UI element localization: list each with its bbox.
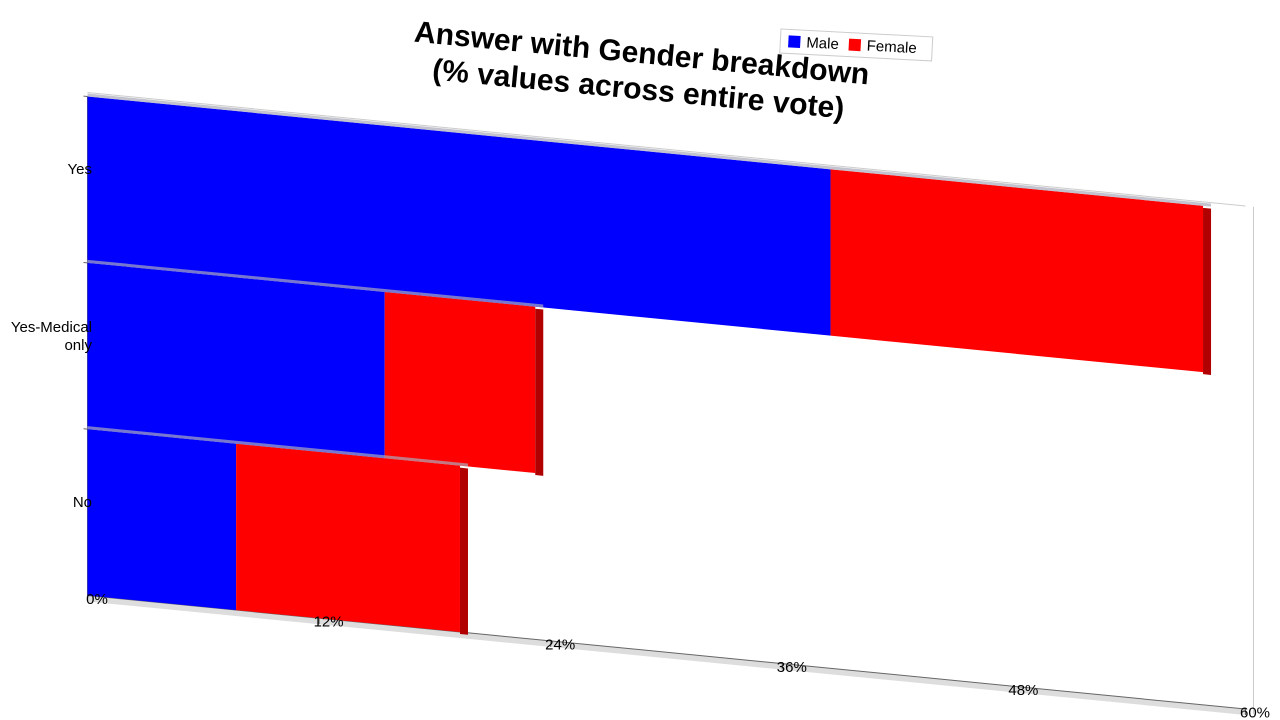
- y-tick-label: Yes: [67, 161, 92, 179]
- bar: [87, 429, 237, 611]
- legend: Male Female: [779, 28, 934, 62]
- bar-side: [1203, 207, 1212, 375]
- y-tick-label: Yes-Medical only: [10, 318, 92, 354]
- bar-side: [459, 467, 468, 635]
- bar-side: [535, 308, 544, 476]
- bar: [87, 262, 385, 459]
- back-wall: [87, 92, 1246, 207]
- x-tick-label: 60%: [1240, 704, 1270, 720]
- legend-swatch: [848, 38, 862, 52]
- legend-label: Female: [866, 38, 917, 58]
- x-tick-label: 48%: [1008, 682, 1038, 699]
- x-tick-label: 12%: [314, 614, 344, 631]
- legend-swatch: [788, 35, 801, 49]
- x-tick-label: 0%: [86, 591, 108, 608]
- bar-top: [87, 259, 544, 308]
- x-tick-label: 24%: [545, 636, 575, 653]
- bar-top: [87, 93, 1212, 207]
- legend-label: Male: [806, 34, 839, 53]
- plot: [83, 92, 1254, 716]
- bar: [87, 96, 831, 336]
- bar: [384, 291, 536, 474]
- y-tick-label: No: [72, 493, 92, 511]
- floor: [87, 595, 1246, 715]
- bar: [830, 169, 1204, 373]
- bar: [236, 443, 460, 633]
- x-tick-label: 36%: [777, 659, 807, 676]
- bar-top: [87, 426, 468, 467]
